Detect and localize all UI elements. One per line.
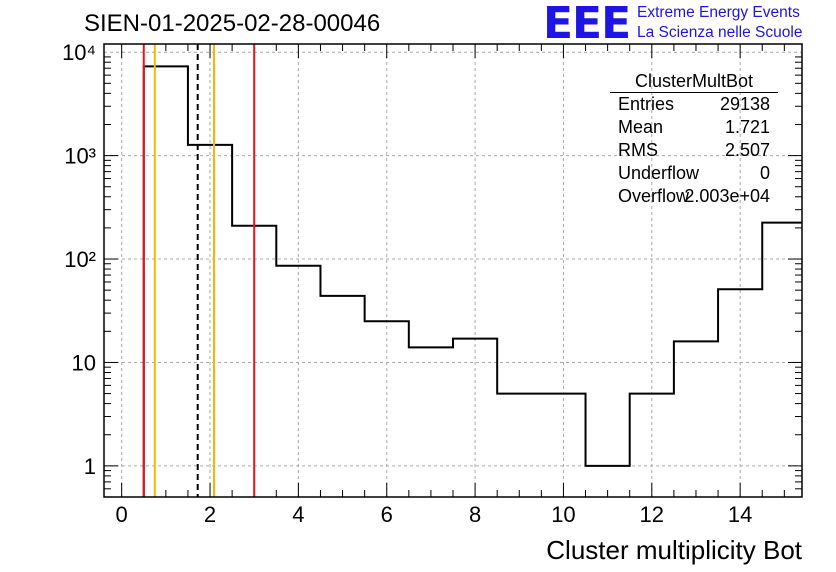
stats-value: 2.507: [724, 140, 770, 160]
stats-label: RMS: [618, 140, 658, 160]
histogram-bin: [453, 339, 497, 497]
x-tick-label: 10: [551, 502, 575, 527]
histogram-bin: [497, 394, 541, 497]
stats-box: ClusterMultBot Entries 29138 Mean 1.721 …: [610, 70, 778, 208]
histogram-bin: [718, 289, 762, 497]
logo-line-1: Extreme Energy Events: [637, 4, 800, 21]
histogram-bin: [762, 223, 802, 497]
histogram-bin: [541, 394, 585, 497]
stats-row-entries: Entries 29138: [610, 93, 778, 116]
y-tick-label: 10: [72, 350, 96, 375]
stats-value: 29138: [719, 94, 770, 114]
stats-value: 2.003e+04: [684, 186, 770, 206]
run-title: SIEN-01-2025-02-28-00046: [84, 10, 381, 37]
y-tick-label: 10²: [64, 247, 96, 272]
x-axis-label: Cluster multiplicity Bot: [546, 535, 803, 565]
histogram-bin: [365, 321, 409, 497]
histogram-bin: [674, 341, 718, 497]
x-tick-label: 6: [381, 502, 393, 527]
stats-label: Mean: [618, 117, 664, 137]
histogram-bin: [276, 266, 320, 497]
x-tick-label: 0: [116, 502, 128, 527]
stats-row-overflow: Overflow 2.003e+04: [610, 185, 778, 208]
histogram-outline: [142, 65, 802, 497]
y-tick-label: 10³: [64, 144, 96, 169]
stats-value: 0: [759, 163, 770, 183]
logo-line-2: La Scienza nelle Scuole: [637, 24, 803, 41]
x-tick-label: 4: [292, 502, 304, 527]
stats-label: Entries: [618, 94, 675, 114]
eee-logo: EEE: [543, 0, 631, 49]
histogram-bin: [320, 296, 364, 497]
histogram-bin: [409, 347, 453, 497]
stats-label: Overflow: [618, 186, 690, 206]
x-tick-label: 12: [640, 502, 664, 527]
x-tick-label: 14: [728, 502, 752, 527]
y-tick-label: 1: [84, 454, 96, 479]
x-tick-label: 2: [204, 502, 216, 527]
stats-value: 1.721: [724, 117, 770, 137]
plot-frame: [103, 43, 803, 498]
x-tick-label: 8: [469, 502, 481, 527]
stats-row-underflow: Underflow 0: [610, 162, 778, 185]
stats-label: Underflow: [618, 163, 700, 183]
histogram-bin: [630, 394, 674, 497]
histogram-bin: [188, 145, 232, 497]
stats-title: ClusterMultBot: [610, 70, 778, 93]
y-tick-label: 10⁴: [62, 40, 96, 65]
stats-row-mean: Mean 1.721: [610, 116, 778, 139]
histogram-bin: [144, 66, 188, 497]
stats-row-rms: RMS 2.507: [610, 139, 778, 162]
histogram-bin: [586, 466, 630, 497]
